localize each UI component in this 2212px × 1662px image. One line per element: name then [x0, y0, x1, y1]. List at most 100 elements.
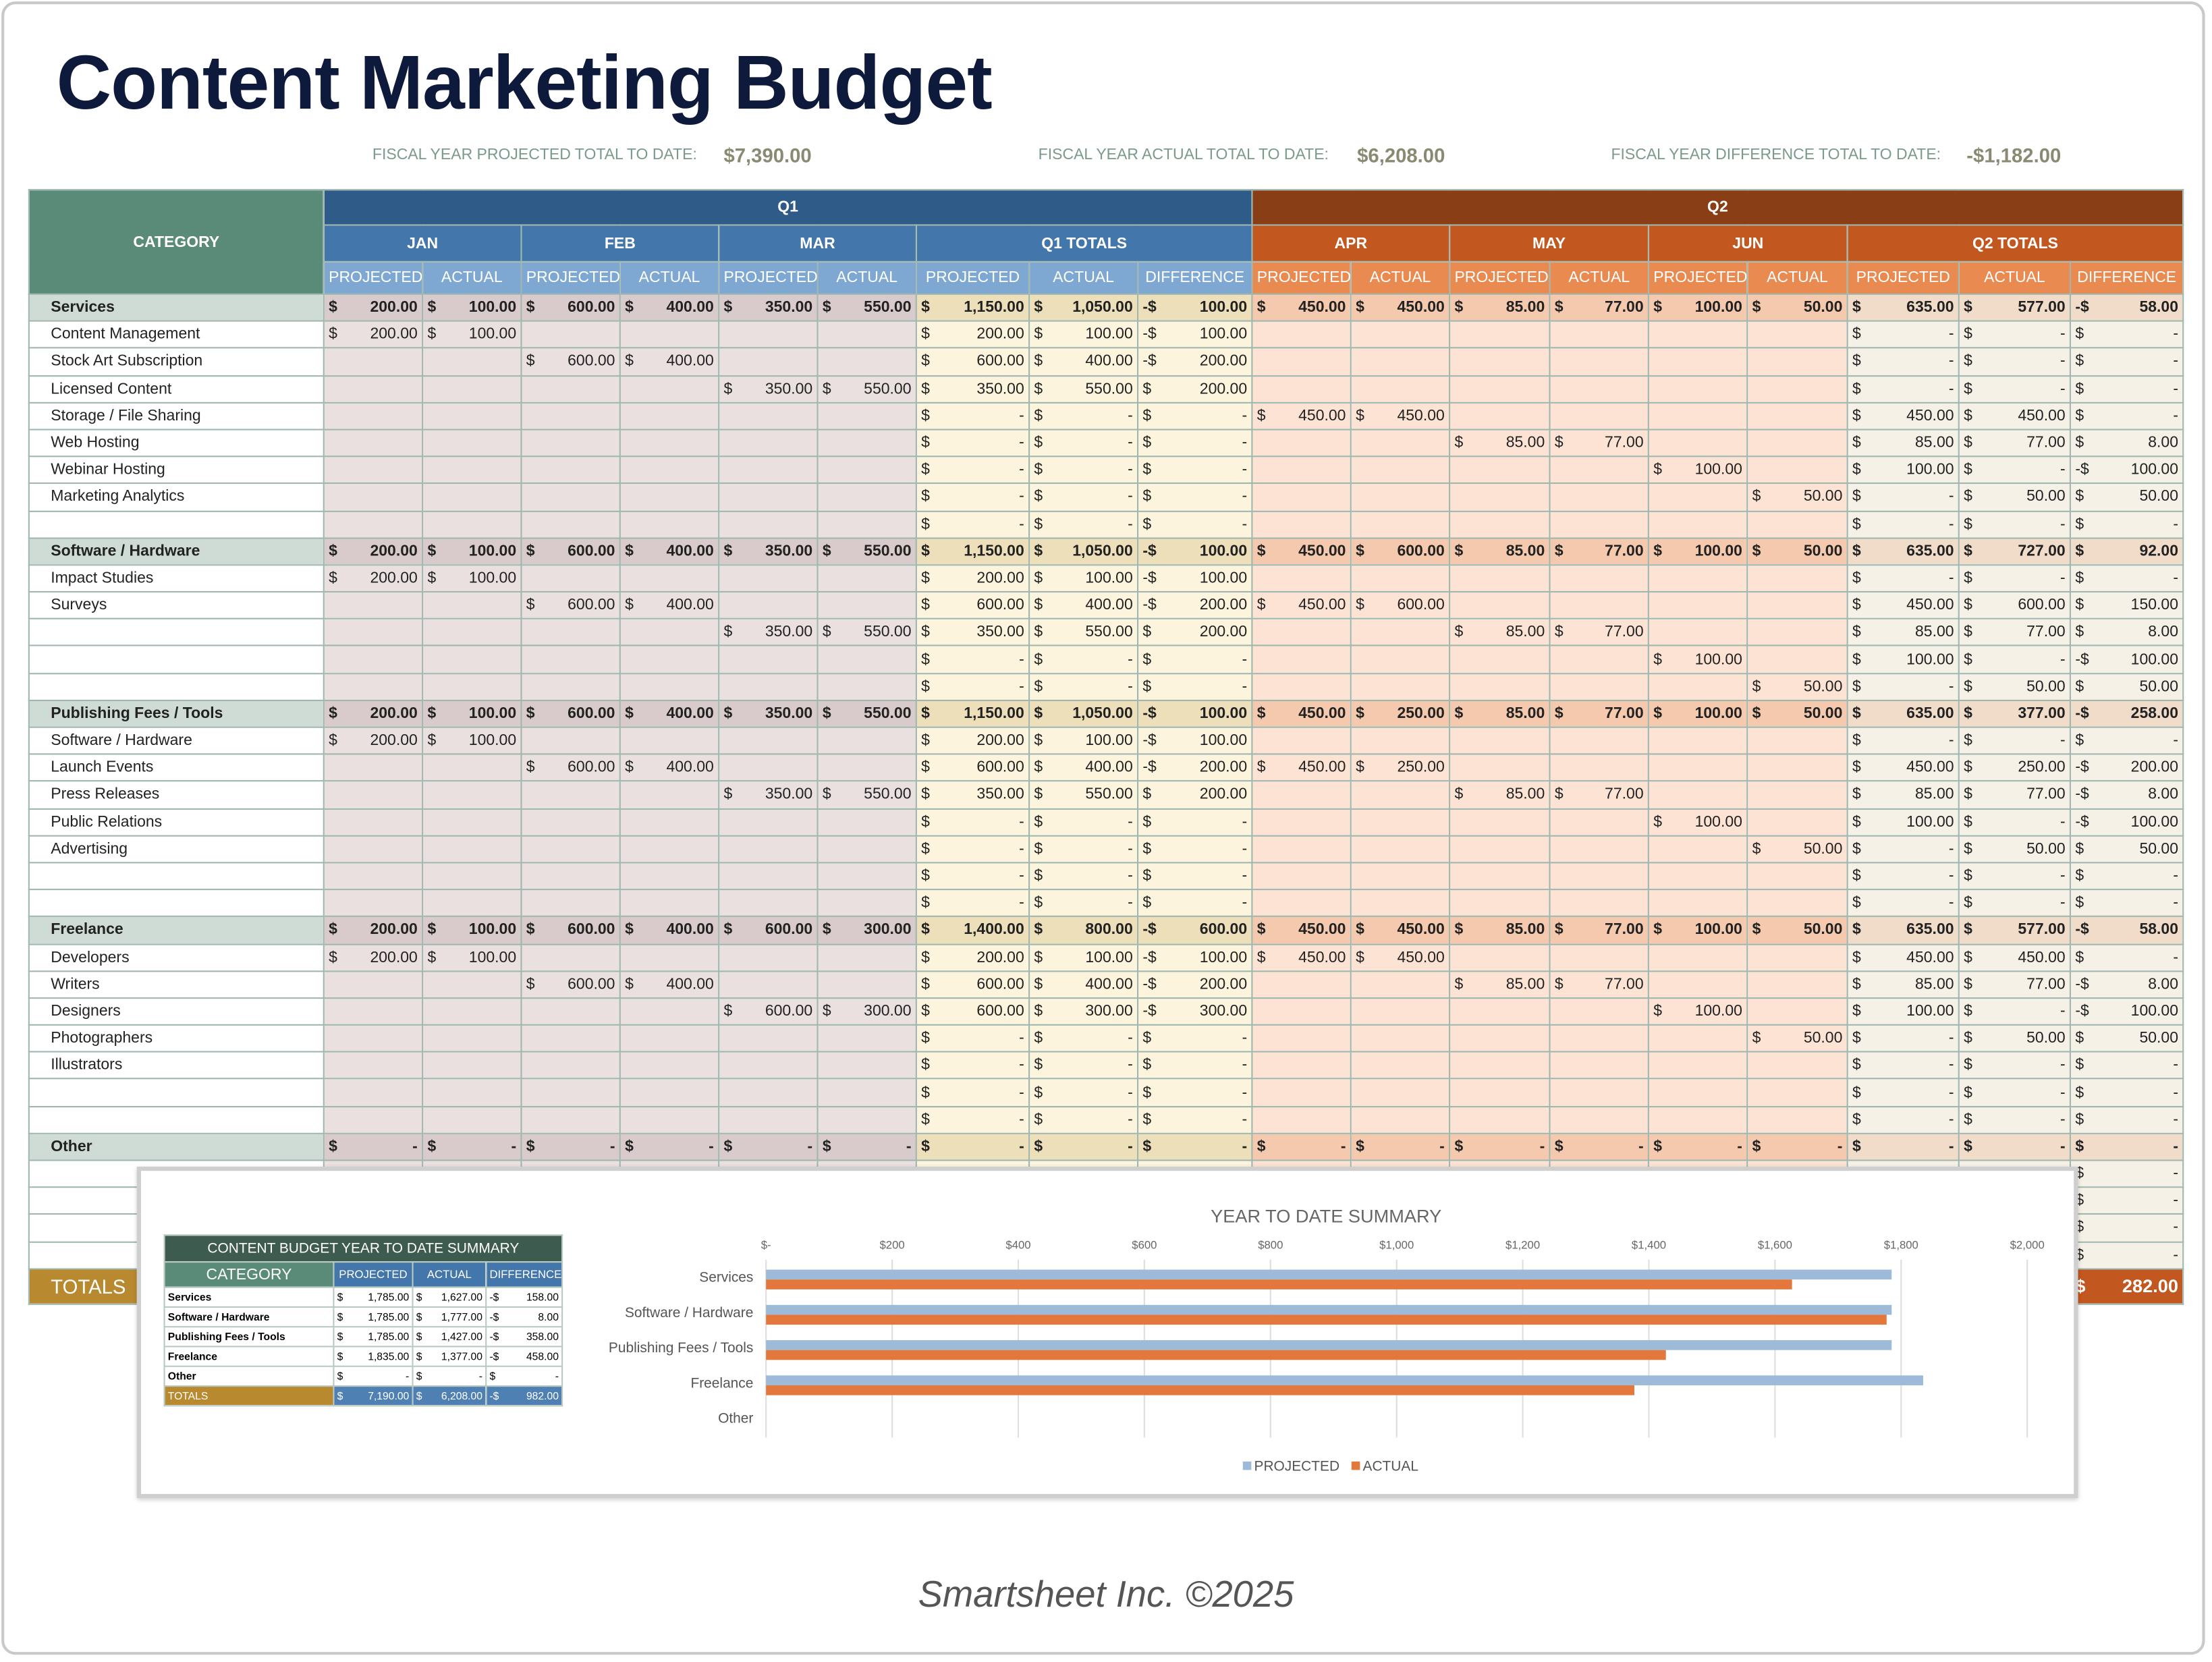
cell: $600.00: [1350, 591, 1451, 620]
cell: $77.00: [1958, 428, 2072, 458]
cell: [1449, 645, 1551, 674]
money: $ -: [1852, 895, 1954, 912]
cell: [323, 862, 424, 891]
currency-symbol: $: [921, 1057, 930, 1074]
money: $100.00: [1034, 732, 1132, 749]
cell: [1549, 509, 1649, 538]
amount: -: [2173, 380, 2179, 397]
money: -$ 100.00: [1142, 543, 1247, 559]
row: Storage / File Sharing $ - $ - $ - $450.00 $450.…: [28, 401, 2184, 431]
cell: [1746, 563, 1848, 593]
cell: $ -: [1846, 1105, 1960, 1134]
cell: [619, 943, 720, 972]
row: $ - $ - $ - $50.00 $ - $50.00 $50.00: [28, 672, 2184, 701]
money: -$ 358.00: [489, 1330, 559, 1343]
money: $200.00: [329, 327, 418, 343]
currency-symbol: $: [1034, 976, 1043, 993]
cell: -$ 200.00: [2069, 753, 2184, 782]
money: $600.00: [921, 597, 1024, 614]
money: -$ 100.00: [2075, 651, 2178, 668]
cell: -$ 100.00: [2069, 807, 2184, 837]
currency-symbol: $: [526, 705, 535, 723]
cell: $85.00: [1449, 699, 1551, 728]
cell: $ -: [1958, 862, 2072, 891]
cell: $ -: [1350, 1132, 1451, 1161]
cell: $ -: [915, 428, 1030, 458]
money: $ -: [1142, 408, 1247, 424]
amount: 577.00: [2018, 299, 2066, 316]
currency-symbol: $: [1142, 650, 1152, 668]
amount: 600.00: [568, 922, 615, 939]
row: Public Relations $ - $ - $ - $100.00 $100.00 $ - -$…: [28, 807, 2184, 837]
cell: -$ 100.00: [1137, 293, 1253, 323]
currency-symbol: $: [427, 299, 437, 316]
money: $50.00: [1964, 678, 2066, 695]
cell: [323, 835, 424, 864]
money: $ -: [1142, 1111, 1247, 1128]
money: $1,627.00: [416, 1291, 482, 1304]
currency-symbol: $: [1964, 462, 1972, 479]
currency-symbol: $: [1256, 407, 1266, 424]
cell: [1350, 563, 1451, 593]
amount: -: [1948, 570, 1954, 587]
currency-symbol: $: [1142, 462, 1152, 479]
currency-symbol: $: [921, 650, 930, 668]
amount: 1,400.00: [964, 922, 1024, 939]
cell: $450.00: [1350, 943, 1451, 972]
category-cell: Developers: [28, 943, 325, 972]
currency-symbol: $: [1852, 570, 1861, 587]
currency-symbol: $: [2075, 353, 2084, 370]
currency-symbol: $: [1752, 1138, 1761, 1156]
currency-symbol: -$: [2075, 813, 2089, 831]
cell: [817, 320, 917, 350]
cell: [817, 835, 917, 864]
amount: 400.00: [666, 976, 714, 993]
x-tick-label: $800: [1258, 1238, 1283, 1251]
currency-symbol: $: [1034, 705, 1043, 723]
money: $ -: [1964, 814, 2066, 831]
category-cell: Storage / File Sharing: [28, 401, 325, 431]
cell: [1746, 753, 1848, 782]
amount: 577.00: [2018, 922, 2066, 939]
money: $600.00: [526, 299, 615, 316]
cell: $ -: [1846, 1051, 1960, 1080]
money: $200.00: [1142, 381, 1247, 397]
amount: 200.00: [976, 570, 1024, 587]
amount: 100.00: [1694, 650, 1742, 668]
cell: $50.00: [1746, 482, 1848, 511]
cell: $ -: [915, 672, 1030, 701]
cell: $250.00: [1958, 753, 2072, 782]
currency-symbol: $: [1852, 326, 1861, 343]
table: CONTENT BUDGET YEAR TO DATE SUMMARY CATEG…: [163, 1234, 563, 1407]
cell: $400.00: [1028, 970, 1139, 999]
currency-symbol: $: [1034, 813, 1043, 831]
cell: $200.00: [1137, 780, 1253, 810]
cell: $200.00: [323, 320, 424, 350]
amount: 200.00: [976, 732, 1024, 750]
currency-symbol: $: [822, 299, 831, 316]
currency-symbol: $: [1964, 1111, 1972, 1128]
amount: 350.00: [976, 786, 1024, 804]
currency-symbol: $: [921, 1111, 930, 1128]
cell: $85.00: [1449, 916, 1551, 945]
bar: [766, 1340, 1892, 1350]
currency-symbol: $: [2075, 1111, 2084, 1128]
cell: [1251, 618, 1352, 647]
currency-symbol: $: [1034, 353, 1043, 370]
money: $ -: [1142, 678, 1247, 695]
chart-title: YEAR TO DATE SUMMARY: [1211, 1205, 1441, 1226]
currency-symbol: $: [1034, 380, 1043, 397]
cell: [1251, 889, 1352, 918]
sub-header: PROJECTED: [915, 260, 1030, 295]
money: $ -: [921, 1138, 1024, 1155]
row: Advertising $ - $ - $ - $50.00 $ - $50.00 $50.00: [28, 835, 2184, 864]
money: $ -: [921, 814, 1024, 831]
money: $100.00: [1653, 543, 1742, 559]
cell: [1350, 1024, 1451, 1053]
currency-symbol: -$: [489, 1330, 499, 1344]
cell: [422, 672, 522, 701]
currency-symbol: $: [1964, 1057, 1972, 1074]
cell: [1251, 320, 1352, 350]
currency-symbol: $: [1964, 840, 1972, 858]
amount: 350.00: [765, 543, 813, 560]
